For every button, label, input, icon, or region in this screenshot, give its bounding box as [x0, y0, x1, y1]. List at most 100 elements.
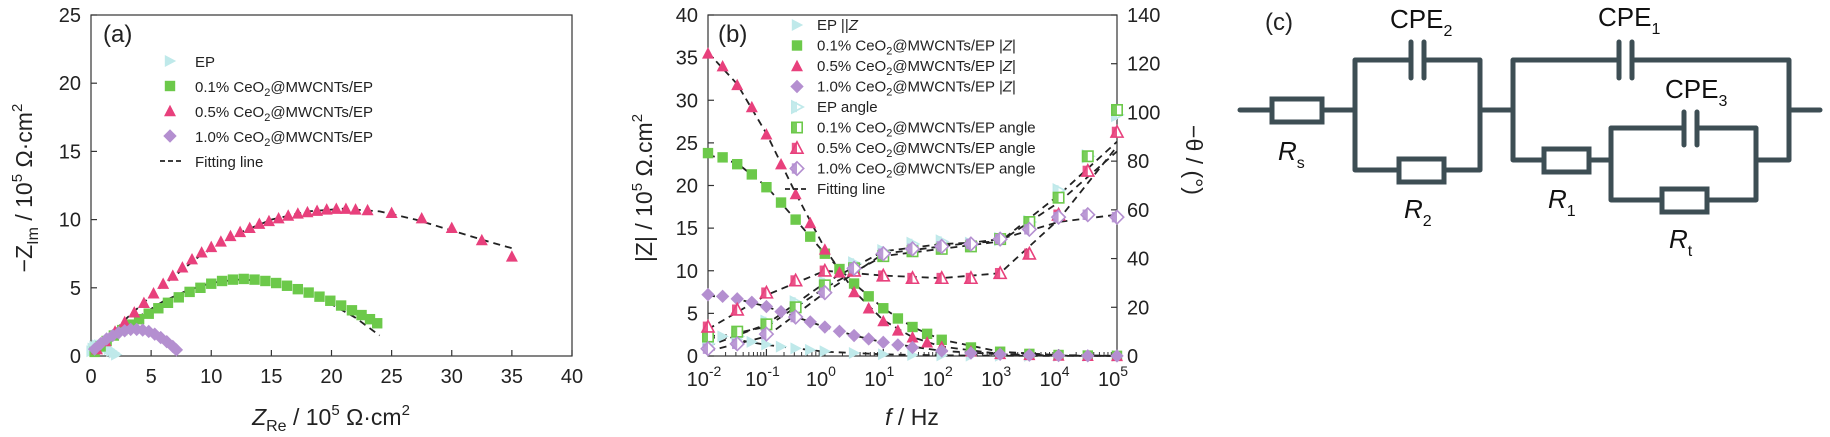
- angle-point-c10-fill: [965, 238, 971, 250]
- right-y-tick-label: 0: [1127, 346, 1138, 368]
- x-tick-label: 100: [806, 363, 836, 391]
- modulus-point-c10: [993, 347, 1007, 361]
- modulus-point-c05: [818, 243, 831, 255]
- data-point-c01: [227, 274, 239, 285]
- x-tick-label: 102: [923, 363, 953, 391]
- data-point-c01: [195, 282, 206, 293]
- modulus-point-c10: [1110, 349, 1124, 363]
- nyquist-y-axis-title: −ZIm / 105 Ω·cm2: [9, 104, 42, 273]
- angle-point-c10-fill: [936, 241, 942, 252]
- right-y-tick-label: 80: [1127, 151, 1149, 173]
- angle-point-c05-fill: [702, 321, 708, 332]
- y-tick-label: 5: [70, 278, 81, 300]
- bode-fit-lines: [707, 51, 1118, 357]
- modulus-point-c05: [833, 266, 846, 278]
- nyquist-legend: EP 0.1% CeO2@MWCNTs/EP 0.5% CeO2@MWCNTs/EP…: [160, 54, 373, 171]
- data-point-c05: [137, 296, 150, 309]
- right-y-tick-label: 100: [1127, 102, 1160, 124]
- data-point-c05: [282, 209, 295, 221]
- bode-x-ticks: 10-2 10-1 100 101 102 103 104 105: [687, 349, 1128, 391]
- bode-right-y-ticks: 0 20 40 60 80 100 120 140: [1111, 5, 1160, 368]
- data-point-c05: [234, 225, 247, 238]
- data-point-c05: [186, 252, 199, 265]
- x-tick-label: 35: [501, 366, 523, 388]
- modulus-point-c01: [732, 158, 743, 170]
- data-point-c05: [224, 229, 237, 242]
- legend-entry-c05: 0.5% CeO2@MWCNTs/EP: [195, 104, 373, 124]
- data-point-c01: [335, 300, 347, 311]
- angle-point-c05-fill: [878, 270, 884, 281]
- x-tick-label: 15: [260, 366, 282, 388]
- legend-marker-ep-fill: [791, 101, 797, 113]
- legend-entry-c01: 0.1% CeO2@MWCNTs/EP angle: [817, 120, 1036, 140]
- legend-marker-ep: [164, 55, 177, 67]
- data-point-ep: [111, 348, 123, 361]
- angle-point-c05-fill: [790, 275, 796, 286]
- data-point-c10: [142, 324, 156, 339]
- modulus-point-c10: [715, 289, 730, 304]
- y-tick-label: 25: [59, 5, 81, 27]
- data-point-c05: [128, 306, 141, 318]
- data-point-c01: [173, 292, 184, 303]
- right-y-tick-label: 20: [1127, 297, 1149, 319]
- angle-point-c10-fill: [1082, 209, 1088, 220]
- modulus-point-c01: [848, 278, 860, 289]
- angle-point-c05-fill: [819, 265, 825, 276]
- modulus-point-c10: [861, 332, 876, 346]
- angle-point-c05-fill: [1111, 126, 1117, 138]
- right-y-tick-label: 140: [1127, 5, 1160, 27]
- data-point-c01: [249, 274, 260, 285]
- circuit-wires: [1237, 57, 1823, 203]
- x-tick-label: 10-2: [687, 363, 722, 391]
- modulus-point-c05: [877, 314, 890, 327]
- modulus-point-c10: [759, 299, 774, 314]
- modulus-fit-line-c05: [707, 51, 1118, 357]
- nyquist-chart-panel: (a) 0 5 10 15 20 25 30 35 40 0 5 10 15 20 25 ZRe / 10…: [9, 5, 583, 435]
- modulus-point-ep: [805, 343, 817, 356]
- data-point-c05: [176, 261, 189, 273]
- modulus-point-c05: [921, 336, 934, 348]
- nyquist-x-axis-title: ZRe / 105 Ω·cm2: [251, 402, 410, 435]
- angle-point-c01-fill: [790, 302, 796, 313]
- x-tick-label: 10: [200, 366, 222, 388]
- angle-point-c01-fill: [1053, 192, 1059, 203]
- resistor-rs: [1269, 96, 1325, 125]
- legend-entry-fit: Fitting line: [195, 154, 263, 171]
- modulus-point-c10: [745, 295, 759, 309]
- y-tick-label: 20: [59, 73, 81, 95]
- left-y-tick-label: 30: [676, 90, 698, 112]
- x-tick-label: 30: [441, 366, 463, 388]
- bode-chart-panel: (b) 10-2 10-1 100 101 102 103 104 105 0 5 10 15 20 2…: [629, 5, 1207, 430]
- modulus-point-c01: [878, 303, 889, 314]
- angle-point-c10-fill: [878, 248, 884, 259]
- modulus-point-c10: [935, 344, 949, 358]
- data-point-c01: [364, 313, 376, 325]
- data-point-c01: [356, 309, 367, 321]
- modulus-point-c05: [891, 324, 904, 336]
- right-y-tick-label: 60: [1127, 200, 1149, 222]
- modulus-point-c10: [1022, 348, 1037, 362]
- data-point-c01: [206, 278, 217, 289]
- x-tick-label: 10-1: [745, 363, 780, 391]
- modulus-point-c05: [906, 331, 919, 343]
- angle-point-c10-fill: [848, 263, 855, 274]
- modulus-point-c05: [702, 47, 714, 59]
- modulus-point-c05: [731, 78, 744, 91]
- data-point-c05: [349, 203, 362, 215]
- left-y-tick-label: 20: [676, 176, 698, 198]
- data-point-c01: [314, 291, 325, 302]
- angle-point-c05-fill: [994, 267, 1001, 279]
- modulus-point-c10: [818, 320, 832, 334]
- legend-marker-c01-fill: [791, 122, 797, 133]
- modulus-point-c01: [775, 197, 787, 208]
- data-point-c05: [205, 240, 218, 253]
- cpe2-label: CPE2: [1390, 4, 1452, 40]
- angle-point-c05-fill: [936, 272, 942, 284]
- angle-point-c10-fill: [702, 343, 708, 354]
- legend-marker-c05-fill: [791, 142, 797, 154]
- right-y-tick-label: 120: [1127, 54, 1160, 76]
- right-y-tick-label: 40: [1127, 249, 1149, 271]
- left-y-tick-label: 0: [687, 346, 698, 368]
- x-tick-label: 5: [146, 366, 157, 388]
